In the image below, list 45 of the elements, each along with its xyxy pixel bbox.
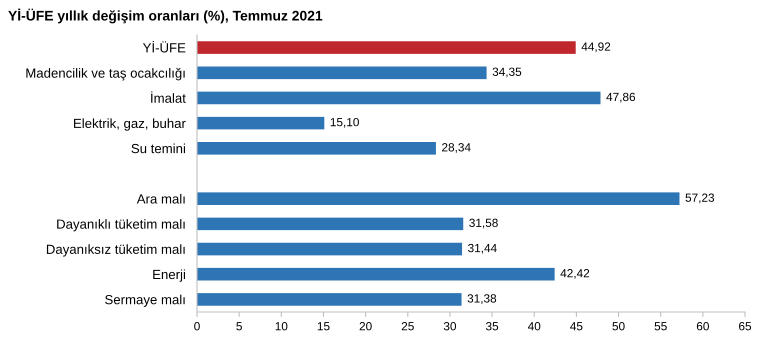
y-tick-label: Yİ-ÜFE — [142, 40, 186, 52]
y-tick-label: Elektrik, gaz, buhar — [74, 118, 186, 131]
data-label: 28,34 — [442, 143, 471, 153]
bar — [197, 242, 462, 256]
x-tick-label: 30 — [444, 322, 456, 330]
y-tick-label: Su temini — [131, 144, 186, 154]
x-tick-label: 50 — [612, 322, 625, 330]
x-tick-label: 65 — [739, 322, 752, 330]
y-tick-label: Enerji — [153, 269, 185, 282]
x-tick-label: 20 — [360, 322, 372, 330]
x-tick-label: 25 — [402, 322, 414, 330]
data-label: 34,35 — [492, 68, 522, 78]
x-tick-label: 35 — [486, 322, 498, 330]
data-label: 15,10 — [330, 118, 359, 128]
bar — [197, 41, 576, 54]
data-label: 31,44 — [468, 244, 497, 254]
y-tick-label: Dayanıksız tüketim malı — [46, 244, 185, 257]
x-tick-label: 0 — [194, 322, 200, 330]
x-tick-label: 5 — [236, 322, 242, 330]
chart-title: Yİ-ÜFE yıllık değişim oranları (%), Temmuz 2021 — [8, 8, 322, 24]
y-tick-label: Dayanıklı tüketim malı — [57, 219, 185, 232]
x-tick-label: 45 — [570, 322, 582, 330]
bar — [197, 218, 464, 230]
bar — [197, 268, 555, 281]
y-tick-label: İmalat — [151, 91, 186, 103]
bar — [197, 92, 600, 104]
y-tick-label: Madencilik ve taş ocakcılığı — [26, 68, 185, 80]
y-tick-label: Ara malı — [136, 194, 185, 204]
data-label: 57,23 — [686, 193, 714, 204]
y-tick-label: Sermaye malı — [105, 294, 185, 307]
x-tick-label: 10 — [276, 322, 288, 330]
data-label: 42,42 — [560, 269, 590, 279]
bar — [197, 192, 680, 205]
data-label: 31,58 — [469, 218, 498, 228]
x-tick-label: 55 — [654, 322, 667, 330]
bar — [197, 66, 487, 80]
data-label: 47,86 — [606, 92, 636, 103]
x-tick-label: 15 — [318, 322, 330, 330]
data-label: 31,38 — [468, 294, 496, 304]
bar — [197, 142, 436, 155]
x-tick-label: 40 — [528, 322, 540, 330]
x-tick-label: 60 — [696, 322, 709, 330]
bar — [197, 116, 324, 130]
data-label: 44,92 — [582, 42, 610, 52]
bar — [197, 293, 462, 306]
